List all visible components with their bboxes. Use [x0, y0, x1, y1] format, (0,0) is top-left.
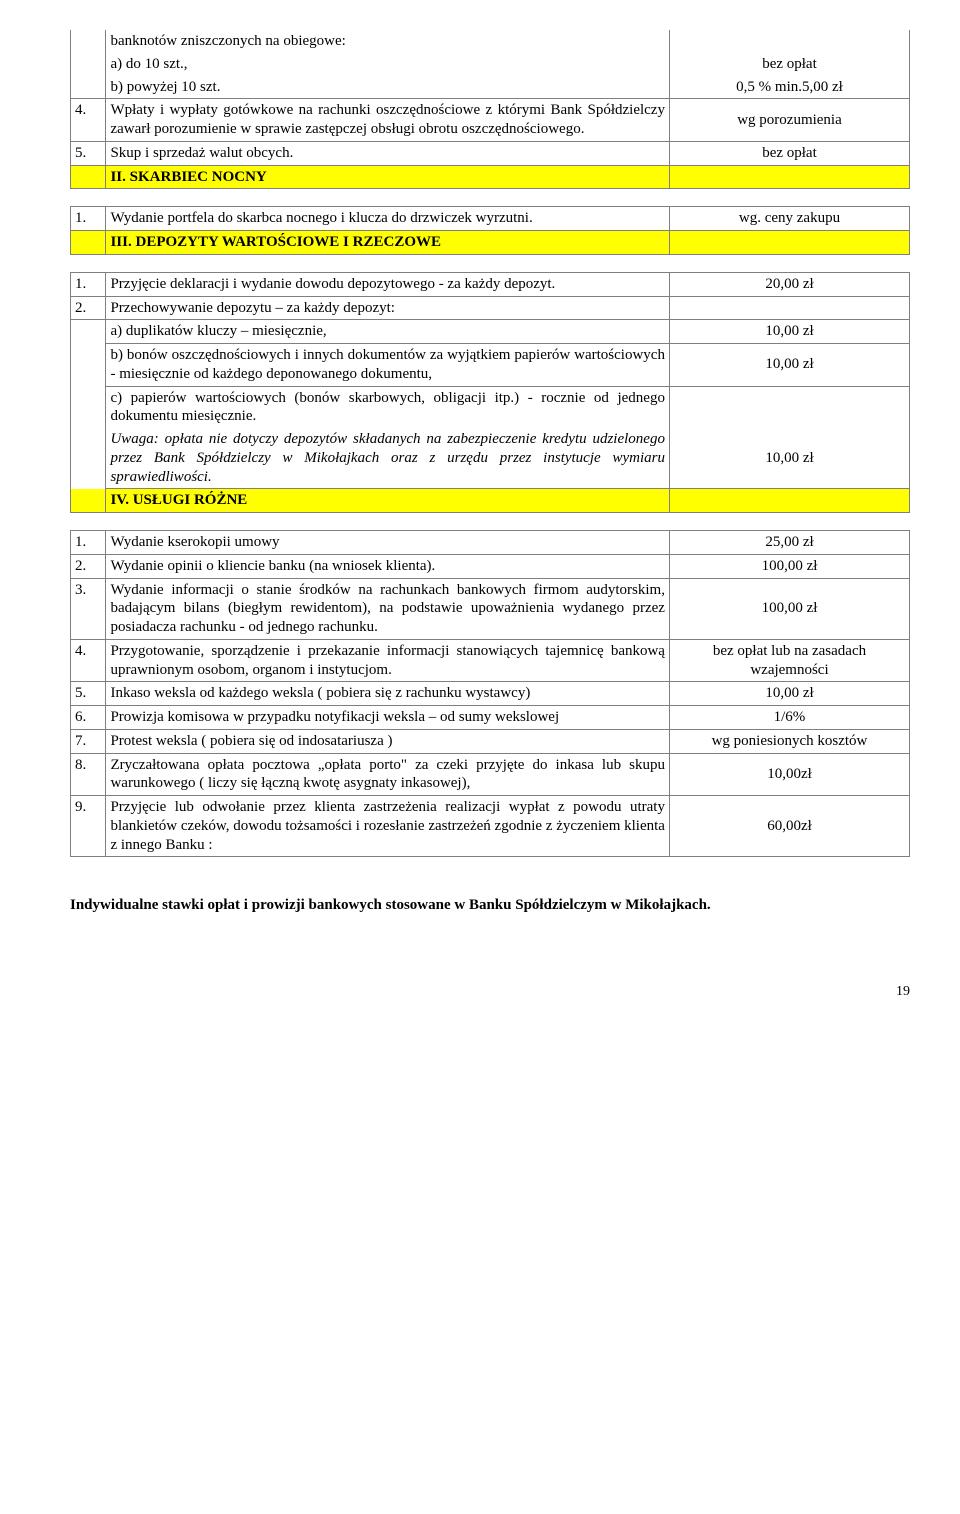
cell-num: 5.	[71, 141, 106, 165]
table-row: Uwaga: opłata nie dotyczy depozytów skła…	[71, 428, 910, 489]
table-row: 3.Wydanie informacji o stanie środków na…	[71, 578, 910, 639]
cell-desc: Przygotowanie, sporządzenie i przekazani…	[106, 639, 670, 682]
cell-val: 100,00 zł	[669, 578, 909, 639]
cell-val: wg poniesionych kosztów	[669, 729, 909, 753]
cell-num: 1.	[71, 531, 106, 555]
table-row: 5.Inkaso weksla od każdego weksla ( pobi…	[71, 682, 910, 706]
cell-desc: Skup i sprzedaż walut obcych.	[106, 141, 670, 165]
cell-num: 5.	[71, 682, 106, 706]
fees-table-4: 1.Wydanie kserokopii umowy25,00 zł 2.Wyd…	[70, 530, 910, 857]
cell-val: 100,00 zł	[669, 554, 909, 578]
table-row: 7.Protest weksla ( pobiera się od indosa…	[71, 729, 910, 753]
cell-num: 2.	[71, 296, 106, 320]
cell-desc: b) powyżej 10 szt.	[106, 76, 670, 99]
table-row: 1.Wydanie portfela do skarbca nocnego i …	[71, 207, 910, 231]
table-row: 2.Wydanie opinii o kliencie banku (na wn…	[71, 554, 910, 578]
table-row: b) powyżej 10 szt.0,5 % min.5,00 zł	[71, 76, 910, 99]
section-header: III. DEPOZYTY WARTOŚCIOWE I RZECZOWE	[71, 231, 910, 255]
cell-num: 6.	[71, 706, 106, 730]
table-row: b) bonów oszczędnościowych i innych doku…	[71, 344, 910, 387]
cell-desc: banknotów zniszczonych na obiegowe:	[106, 30, 670, 53]
cell-note: Uwaga: opłata nie dotyczy depozytów skła…	[106, 428, 670, 489]
cell-desc: Przyjęcie lub odwołanie przez klienta za…	[106, 796, 670, 857]
table-row: a) duplikatów kluczy – miesięcznie,10,00…	[71, 320, 910, 344]
cell-desc: Protest weksla ( pobiera się od indosata…	[106, 729, 670, 753]
cell-desc: Wpłaty i wypłaty gotówkowe na rachunki o…	[106, 99, 670, 142]
section-header: IV. USŁUGI RÓŻNE	[71, 489, 910, 513]
cell-desc: Wydanie opinii o kliencie banku (na wnio…	[106, 554, 670, 578]
section-title: III. DEPOZYTY WARTOŚCIOWE I RZECZOWE	[106, 231, 670, 255]
cell-desc: Wydanie informacji o stanie środków na r…	[106, 578, 670, 639]
table-row: 1.Wydanie kserokopii umowy25,00 zł	[71, 531, 910, 555]
cell-desc: Wydanie portfela do skarbca nocnego i kl…	[106, 207, 670, 231]
cell-desc: Inkaso weksla od każdego weksla ( pobier…	[106, 682, 670, 706]
cell-val: 10,00 zł	[669, 320, 909, 344]
cell-val: 60,00zł	[669, 796, 909, 857]
cell-desc: a) do 10 szt.,	[106, 53, 670, 76]
cell-desc: Prowizja komisowa w przypadku notyfikacj…	[106, 706, 670, 730]
table-row: 1.Przyjęcie deklaracji i wydanie dowodu …	[71, 272, 910, 296]
table-row: a) do 10 szt.,bez opłat	[71, 53, 910, 76]
table-row: 6.Prowizja komisowa w przypadku notyfika…	[71, 706, 910, 730]
cell-val: 20,00 zł	[669, 272, 909, 296]
table-row: 5.Skup i sprzedaż walut obcych.bez opłat	[71, 141, 910, 165]
table-row: 2.Przechowywanie depozytu – za każdy dep…	[71, 296, 910, 320]
section-title: IV. USŁUGI RÓŻNE	[106, 489, 670, 513]
footer-heading: Indywidualne stawki opłat i prowizji ban…	[70, 897, 910, 914]
fees-table-2: 1.Wydanie portfela do skarbca nocnego i …	[70, 206, 910, 255]
cell-desc: Przyjęcie deklaracji i wydanie dowodu de…	[106, 272, 670, 296]
table-row: 4.Wpłaty i wypłaty gotówkowe na rachunki…	[71, 99, 910, 142]
cell-desc: Zryczałtowana opłata pocztowa „opłata po…	[106, 753, 670, 796]
cell-desc: c) papierów wartościowych (bonów skarbow…	[106, 386, 670, 428]
cell-num: 1.	[71, 272, 106, 296]
cell-val: 10,00 zł	[669, 428, 909, 489]
fees-table: banknotów zniszczonych na obiegowe: a) d…	[70, 30, 910, 189]
table-row: banknotów zniszczonych na obiegowe:	[71, 30, 910, 53]
cell-val: 10,00 zł	[669, 682, 909, 706]
cell-num: 4.	[71, 639, 106, 682]
cell-desc: a) duplikatów kluczy – miesięcznie,	[106, 320, 670, 344]
cell-val: wg. ceny zakupu	[669, 207, 909, 231]
table-row: 8.Zryczałtowana opłata pocztowa „opłata …	[71, 753, 910, 796]
cell-val: 1/6%	[669, 706, 909, 730]
cell-desc: Przechowywanie depozytu – za każdy depoz…	[106, 296, 670, 320]
cell-desc: Wydanie kserokopii umowy	[106, 531, 670, 555]
page-number: 19	[70, 984, 910, 1000]
cell-val: bez opłat	[669, 141, 909, 165]
cell-num: 8.	[71, 753, 106, 796]
cell-num: 4.	[71, 99, 106, 142]
cell-val: wg porozumienia	[669, 99, 909, 142]
section-title: II. SKARBIEC NOCNY	[106, 165, 670, 189]
cell-val: bez opłat	[669, 53, 909, 76]
cell-num: 3.	[71, 578, 106, 639]
cell-desc: b) bonów oszczędnościowych i innych doku…	[106, 344, 670, 387]
cell-num: 1.	[71, 207, 106, 231]
table-row: 4.Przygotowanie, sporządzenie i przekaza…	[71, 639, 910, 682]
cell-val: 0,5 % min.5,00 zł	[669, 76, 909, 99]
cell-val: 10,00zł	[669, 753, 909, 796]
table-row: 9.Przyjęcie lub odwołanie przez klienta …	[71, 796, 910, 857]
cell-val: bez opłat lub na zasadach wzajemności	[669, 639, 909, 682]
cell-val: 10,00 zł	[669, 344, 909, 387]
table-row: c) papierów wartościowych (bonów skarbow…	[71, 386, 910, 428]
cell-num: 2.	[71, 554, 106, 578]
cell-num: 7.	[71, 729, 106, 753]
section-header: II. SKARBIEC NOCNY	[71, 165, 910, 189]
fees-table-3: 1.Przyjęcie deklaracji i wydanie dowodu …	[70, 272, 910, 513]
cell-val: 25,00 zł	[669, 531, 909, 555]
cell-num: 9.	[71, 796, 106, 857]
